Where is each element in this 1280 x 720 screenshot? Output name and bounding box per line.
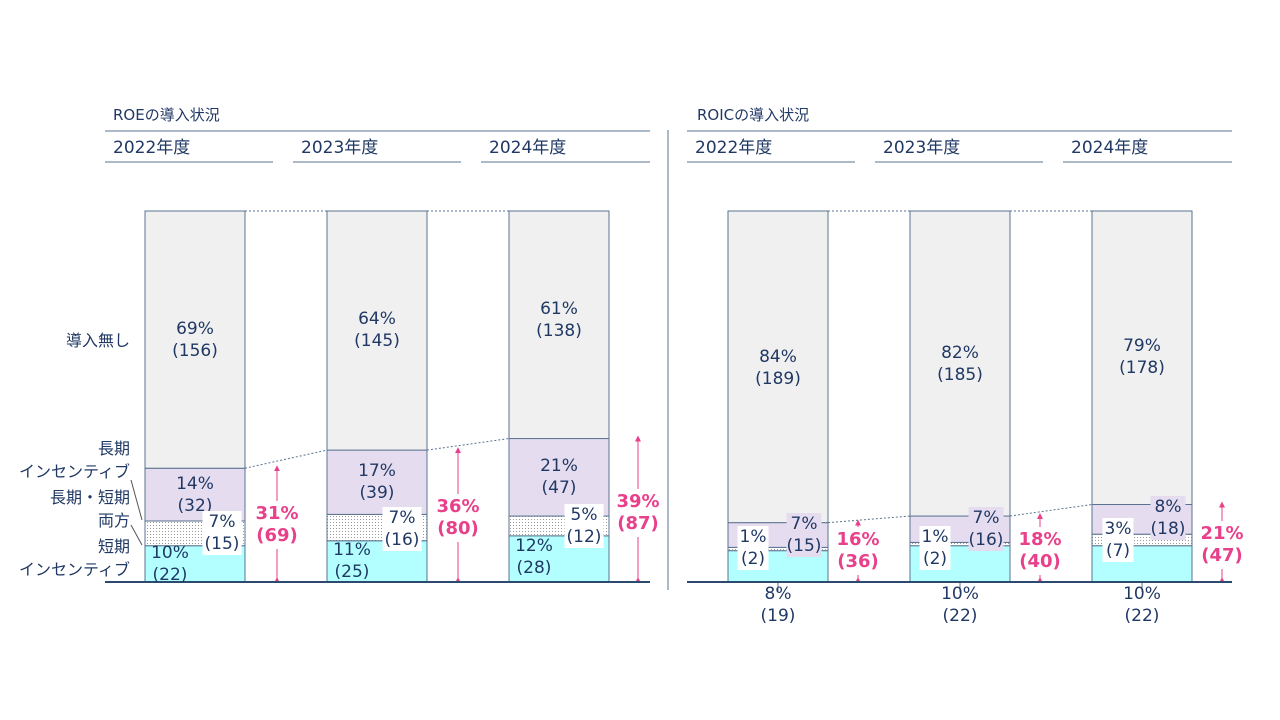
roe-bar-1-long — [326, 449, 428, 515]
label-roe-2024-long: 21% (47) — [540, 456, 578, 498]
roic-connector-stack — [827, 515, 911, 524]
legend-both: 長期・短期 両方 — [49, 488, 130, 530]
roic-year-2022: 2022年度 — [695, 138, 773, 158]
label-roe-2023-short: 11% (25) — [333, 540, 371, 582]
legend-none: 導入無し — [65, 331, 130, 350]
label-roic-2024-long: 8% (18) — [1150, 496, 1186, 540]
label-roic-2024-total: 21% (47) — [1198, 521, 1246, 569]
label-roe-2022-none: 69% (156) — [172, 319, 218, 361]
legend-short: 短期 インセンティブ — [18, 537, 130, 579]
label-roic-2022-both: 1% (2) — [737, 526, 769, 570]
roe-bar-0-none — [144, 210, 246, 469]
label-roic-2024-none: 79% (178) — [1119, 336, 1165, 378]
label-roic-2023-short: 10% (22) — [941, 584, 979, 626]
legend-long: 長期 インセンティブ — [18, 439, 130, 481]
label-roic-2023-both: 1% (2) — [919, 526, 951, 570]
roe-bar-1-none — [326, 210, 428, 451]
label-roe-2023-long: 17% (39) — [358, 461, 396, 503]
label-roic-2023-none: 82% (185) — [937, 343, 983, 385]
label-roic-2022-total: 16% (36) — [834, 527, 882, 575]
roic-year-2024: 2024年度 — [1071, 138, 1149, 158]
label-roe-2024-total: 39% (87) — [614, 489, 662, 537]
label-roe-2022-total: 31% (69) — [253, 501, 301, 549]
legend-leader-both — [130, 524, 143, 546]
label-roic-2022-none: 84% (189) — [755, 347, 801, 389]
label-roe-2024-short: 12% (28) — [515, 536, 553, 578]
label-roe-2022-short: 10% (22) — [151, 543, 189, 585]
label-roic-2024-short: 10% (22) — [1123, 584, 1161, 626]
label-roe-2024-both: 5% (12) — [564, 504, 604, 548]
label-roic-2022-long: 7% (15) — [786, 513, 822, 557]
label-roe-2024-none: 61% (138) — [536, 299, 582, 341]
label-roic-2022-short: 8% (19) — [760, 584, 796, 626]
roic-bar-0-none — [727, 210, 829, 524]
roe-year-2023: 2023年度 — [301, 138, 379, 158]
roic-year-2023: 2023年度 — [883, 138, 961, 158]
roic-connector-stack — [1009, 504, 1093, 517]
label-roe-2023-both: 7% (16) — [382, 507, 422, 551]
legend-leader-long — [130, 479, 143, 521]
roe-title: ROEの導入状況 — [113, 106, 220, 124]
roe-connector-stack — [426, 438, 510, 451]
roic-bar-1-none — [909, 210, 1011, 517]
label-roe-2023-none: 64% (145) — [354, 309, 400, 351]
roic-title: ROICの導入状況 — [697, 106, 810, 124]
label-roic-2023-long: 7% (16) — [968, 507, 1004, 551]
roe-connector-stack — [244, 449, 328, 469]
roe-year-2024: 2024年度 — [489, 138, 567, 158]
label-roe-2023-total: 36% (80) — [434, 494, 482, 542]
label-roic-2024-both: 3% (7) — [1102, 518, 1134, 562]
label-roic-2023-total: 18% (40) — [1016, 527, 1064, 575]
roe-bar-2-long — [508, 438, 610, 517]
label-roe-2022-both: 7% (15) — [202, 511, 242, 555]
roe-year-2022: 2022年度 — [113, 138, 191, 158]
roe-bar-2-none — [508, 210, 610, 440]
roic-bar-2-none — [1091, 210, 1193, 506]
